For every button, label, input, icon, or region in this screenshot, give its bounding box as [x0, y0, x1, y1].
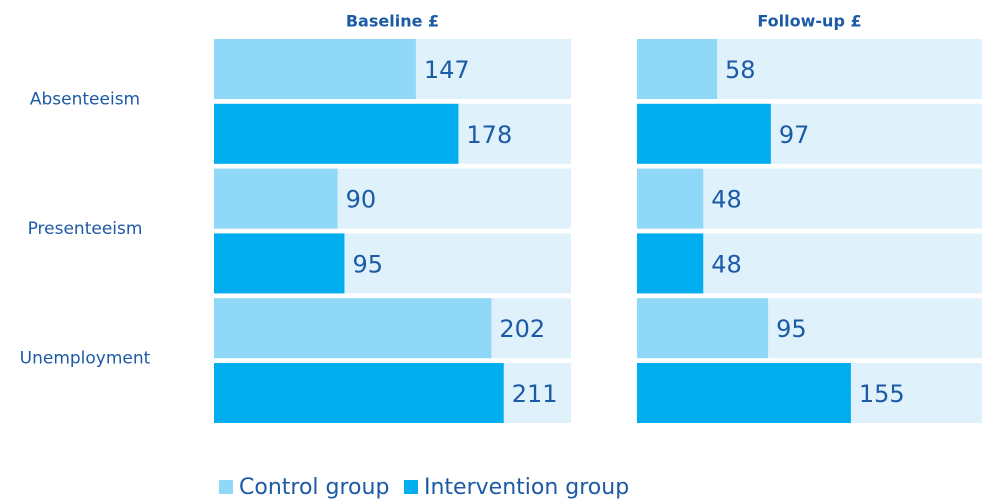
bar — [214, 363, 504, 423]
bar — [214, 233, 345, 294]
bar — [214, 103, 459, 164]
bar — [637, 168, 704, 229]
legend-swatch — [219, 480, 233, 494]
value-label: 90 — [346, 186, 377, 214]
category-label: Unemployment — [20, 349, 151, 369]
legend-label: Control group — [239, 475, 389, 500]
bar — [637, 103, 771, 164]
panel-title: Follow-up £ — [757, 12, 861, 31]
bar — [637, 298, 769, 359]
value-label: 147 — [424, 56, 470, 84]
value-label: 48 — [711, 186, 742, 214]
value-label: 95 — [352, 250, 383, 278]
value-label: 178 — [466, 121, 512, 149]
value-label: 202 — [499, 315, 545, 343]
value-label: 48 — [711, 250, 742, 278]
value-label: 58 — [725, 56, 756, 84]
bar — [637, 363, 851, 423]
value-label: 95 — [776, 315, 807, 343]
category-label: Absenteeism — [30, 89, 140, 109]
legend-swatch — [404, 480, 418, 494]
legend-label: Intervention group — [424, 475, 629, 500]
value-label: 211 — [512, 380, 558, 408]
panel-title: Baseline £ — [346, 12, 439, 31]
value-label: 97 — [779, 121, 810, 149]
value-label: 155 — [859, 380, 905, 408]
bar — [214, 168, 338, 229]
category-label: Presenteeism — [28, 219, 143, 239]
bar — [214, 39, 416, 99]
bar — [637, 233, 704, 294]
bar — [214, 298, 492, 359]
bar — [637, 39, 718, 99]
